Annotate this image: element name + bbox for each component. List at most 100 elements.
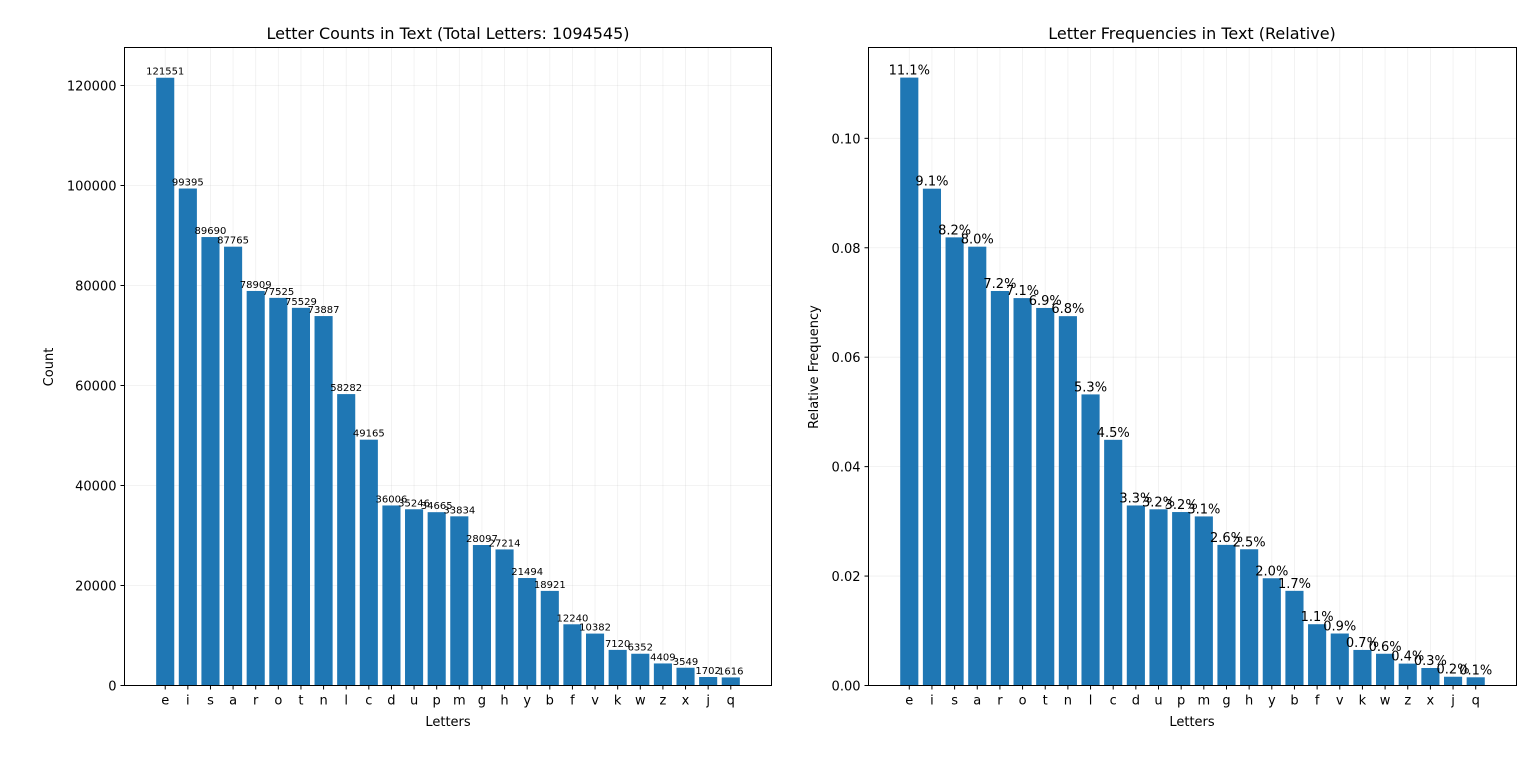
bar-s: [201, 237, 220, 686]
x-tick-label: f: [1315, 694, 1320, 709]
y-tick-label: 0: [108, 680, 116, 695]
data-label: 6.8%: [1051, 302, 1084, 317]
bar-a: [968, 246, 987, 686]
x-tick-label: y: [1268, 694, 1276, 709]
data-label: 12240: [557, 613, 589, 624]
x-tick-label: g: [478, 694, 486, 709]
x-tick-label: s: [207, 694, 214, 709]
x-tick-label: g: [1222, 694, 1230, 709]
x-tick-label: n: [319, 694, 327, 709]
x-tick-label: r: [997, 694, 1003, 709]
bar-y: [518, 578, 537, 686]
x-tick-label: k: [1359, 694, 1367, 709]
data-label: 3.2%: [1142, 495, 1175, 510]
data-label: 7.2%: [983, 277, 1016, 292]
y-tick-label: 80000: [75, 280, 116, 295]
bar-k: [608, 649, 627, 686]
data-label: 89690: [195, 226, 227, 237]
counts-chart: Letter Counts in Text (Total Letters: 10…: [42, 24, 772, 730]
data-label: 0.3%: [1414, 654, 1447, 669]
bar-v: [1330, 633, 1349, 686]
x-tick-label: d: [1132, 694, 1140, 709]
bar-g: [472, 545, 491, 686]
x-tick-label: r: [253, 694, 259, 709]
data-label: 75529: [285, 297, 317, 308]
bar-m: [1194, 516, 1213, 686]
data-label: 1.1%: [1301, 610, 1334, 625]
x-axis-label: Letters: [1169, 715, 1215, 730]
data-label: 11.1%: [889, 64, 930, 79]
x-tick-label: z: [659, 694, 666, 709]
x-tick-label: t: [1043, 694, 1048, 709]
bar-c: [359, 439, 378, 686]
x-tick-label: s: [951, 694, 958, 709]
bar-x: [676, 667, 695, 686]
x-tick-label: t: [298, 694, 303, 709]
bar-f: [563, 624, 582, 686]
x-tick-label: o: [1019, 694, 1027, 709]
x-tick-label: m: [1197, 694, 1210, 709]
bar-u: [405, 509, 424, 686]
bar-m: [450, 516, 469, 686]
y-tick-label: 100000: [67, 180, 117, 195]
bar-o: [1013, 298, 1032, 686]
bar-j: [699, 676, 718, 686]
x-tick-label: h: [500, 694, 508, 709]
data-label: 35246: [398, 498, 430, 509]
y-tick-label: 60000: [75, 380, 116, 395]
bar-r: [246, 290, 265, 686]
bar-c: [1104, 439, 1123, 686]
x-tick-label: l: [344, 694, 348, 709]
x-tick-label: q: [1472, 694, 1480, 709]
x-tick-label: e: [161, 694, 169, 709]
y-tick-label: 0.02: [832, 570, 861, 585]
x-tick-label: a: [973, 694, 981, 709]
bar-w: [631, 653, 650, 686]
x-tick-label: j: [705, 694, 710, 709]
data-label: 87765: [217, 236, 249, 247]
data-label: 1616: [718, 666, 743, 677]
y-tick-label: 0.06: [832, 351, 861, 366]
data-label: 2.5%: [1233, 535, 1266, 550]
data-label: 0.6%: [1369, 640, 1402, 655]
data-label: 0.7%: [1346, 636, 1379, 651]
data-label: 36006: [376, 494, 408, 505]
bar-b: [540, 590, 559, 686]
x-tick-label: m: [453, 694, 466, 709]
bar-j: [1443, 676, 1463, 686]
x-tick-label: u: [1154, 694, 1162, 709]
x-tick-label: h: [1245, 694, 1253, 709]
chart-title: Letter Counts in Text (Total Letters: 10…: [266, 24, 629, 43]
x-tick-label: f: [570, 694, 575, 709]
data-label: 9.1%: [915, 175, 948, 190]
x-tick-label: w: [635, 694, 646, 709]
bar-l: [337, 394, 356, 686]
data-label: 28097: [466, 534, 498, 545]
data-label: 73887: [308, 305, 340, 316]
bar-x: [1421, 667, 1440, 686]
data-label: 49165: [353, 429, 385, 440]
data-label: 8.0%: [961, 233, 994, 248]
x-tick-label: x: [1427, 694, 1435, 709]
data-label: 0.2%: [1437, 663, 1470, 678]
bar-h: [495, 549, 514, 686]
data-label: 5.3%: [1074, 380, 1107, 395]
bar-o: [269, 297, 288, 686]
data-label: 3.2%: [1165, 498, 1198, 513]
y-tick-label: 120000: [67, 80, 117, 95]
data-label: 58282: [330, 383, 362, 394]
bar-z: [1398, 663, 1417, 686]
data-label: 27214: [489, 538, 521, 549]
bar-p: [1172, 512, 1191, 686]
y-tick-label: 0.04: [832, 461, 861, 476]
x-tick-label: e: [905, 694, 913, 709]
bar-a: [224, 246, 243, 686]
data-label: 2.0%: [1255, 564, 1288, 579]
data-label: 78909: [240, 280, 272, 291]
data-label: 3.3%: [1119, 491, 1152, 506]
data-label: 4409: [650, 652, 675, 663]
bar-d: [1126, 505, 1145, 686]
data-label: 18921: [534, 580, 566, 591]
x-tick-label: i: [930, 694, 934, 709]
x-tick-label: v: [591, 694, 599, 709]
